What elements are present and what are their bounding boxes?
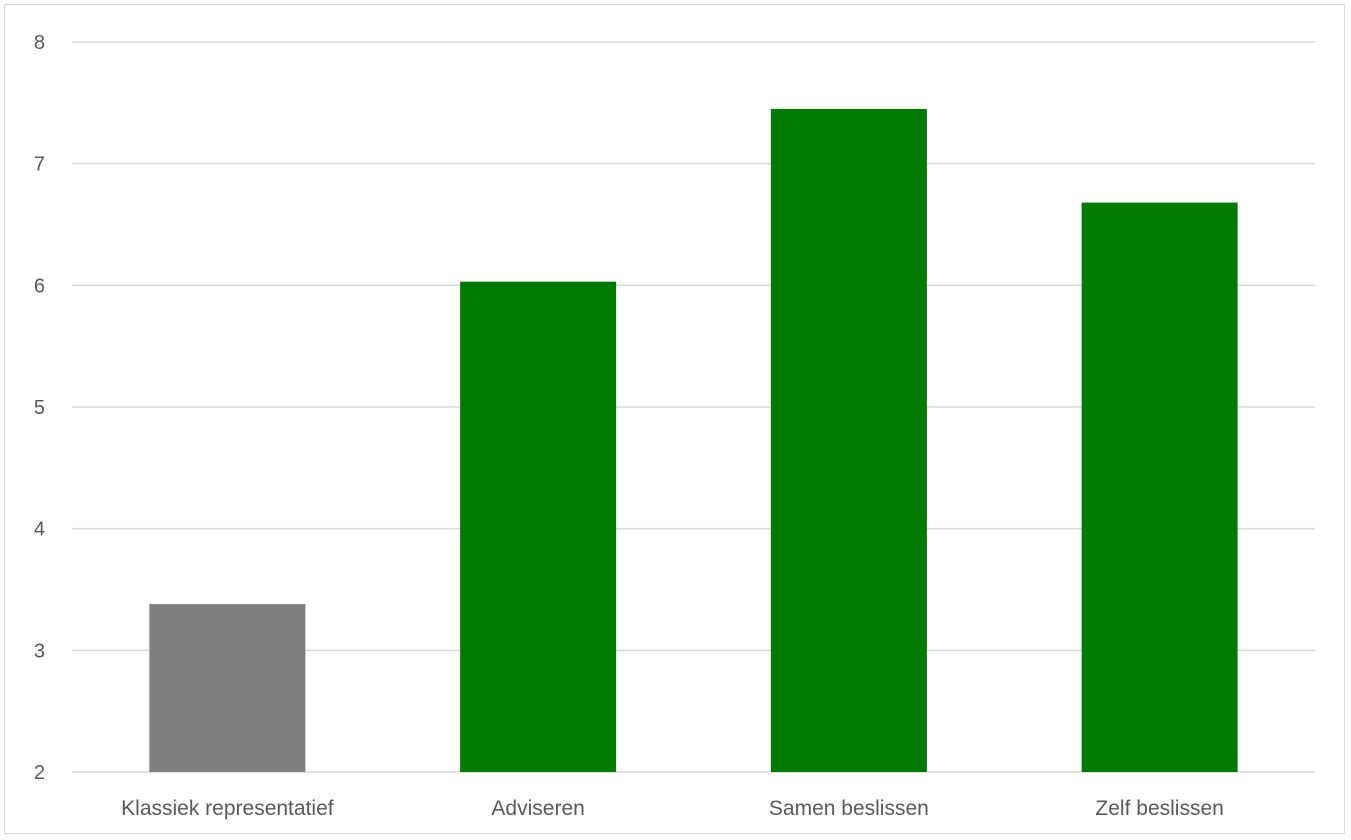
bars [149, 108, 1238, 773]
y-tick-label: 2 [34, 762, 45, 784]
x-category-label: Adviseren [491, 797, 584, 820]
y-tick-label: 8 [34, 32, 45, 54]
bar [770, 108, 927, 772]
x-category-label: Zelf beslissen [1095, 797, 1223, 820]
y-tick-label: 7 [34, 154, 45, 176]
y-tick-label: 3 [34, 640, 45, 662]
x-axis-category-labels: Klassiek representatief Adviseren Samen be… [121, 797, 1224, 820]
bar [1081, 202, 1238, 773]
x-category-label: Samen beslissen [769, 797, 929, 820]
y-tick-label: 5 [34, 397, 45, 419]
bar [460, 281, 617, 772]
y-tick-label: 6 [34, 275, 45, 297]
x-category-label: Klassiek representatief [121, 797, 334, 820]
y-tick-label: 4 [34, 519, 45, 541]
y-axis-tick-labels: 2 3 4 5 6 7 8 [34, 32, 45, 784]
bar [149, 604, 306, 772]
